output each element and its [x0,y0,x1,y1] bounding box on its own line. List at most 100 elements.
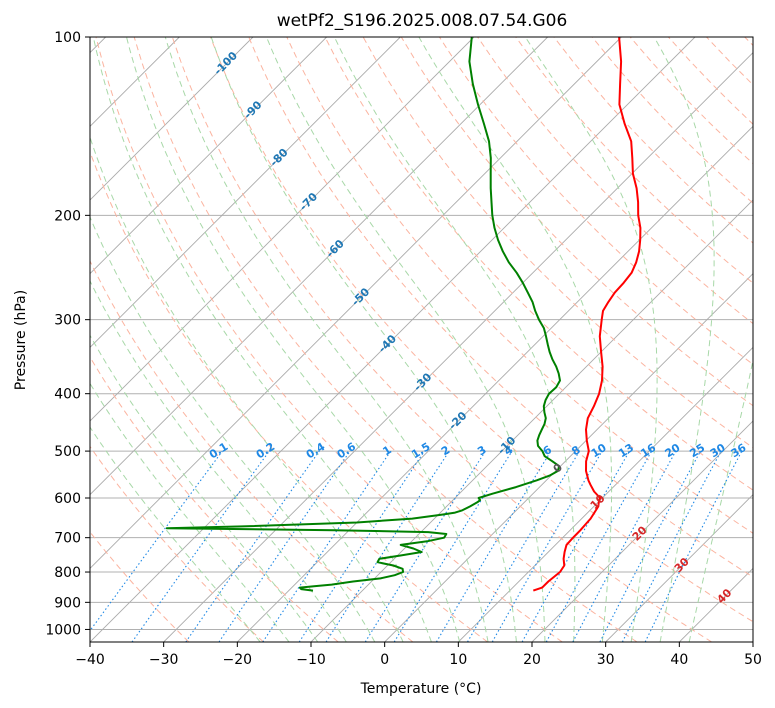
chart-title: wetPf2_S196.2025.008.07.54.G06 [277,11,568,31]
dry-adiabat-line [706,37,753,86]
mixing-ratio-line [298,450,425,642]
mixing-ratio-label: 30 [708,441,728,460]
dry-adiabat-line [210,37,753,623]
moist-adiabat-line [653,37,715,642]
y-tick-label: 800 [54,565,81,581]
isotherm-line [90,37,548,496]
isotherm-label: -20 [446,409,469,432]
x-axis-label: Temperature (°C) [360,681,482,697]
moist-adiabat-line [92,37,432,642]
mixing-ratio-label: 25 [687,441,707,460]
y-axis: 100 200 300 400 500 600 700 800 900 1000 [45,30,90,638]
mixing-ratio-line [393,450,513,642]
mixing-ratio-line [262,450,392,642]
y-tick-label: 700 [54,531,81,547]
isotherm-line [310,199,753,642]
isotherm-line [90,37,696,642]
x-tick-label: −40 [75,652,105,668]
isotherm-line [458,346,753,642]
dry-adiabat-line [248,37,753,578]
mixing-ratio-line [644,450,743,642]
moist-adiabat-line [126,37,461,642]
mixing-ratio-line [131,450,270,642]
plot-frame [89,36,754,643]
mixing-ratio-label: 36 [729,441,749,460]
y-tick-label: 300 [54,313,81,329]
moist-adiabat-line [90,279,347,642]
mixing-ratio-label: 0.1 [207,440,230,461]
dewpoint-trace [165,37,561,592]
mixing-ratio-line [545,450,653,642]
isotherm-label: -30 [411,370,434,393]
x-tick-label: −30 [149,652,179,668]
mixing-ratio-label: 20 [663,441,683,460]
dry-adiabat-line [286,37,753,534]
dry-adiabat-line [591,37,753,204]
isotherm-label: -70 [297,190,320,213]
y-tick-label: 1000 [45,622,81,638]
isotherm-label: -40 [376,332,399,355]
moist-adiabat-line [524,37,658,642]
isotherm-line [531,420,753,642]
dry-adiabat-line [668,37,753,125]
x-tick-label: 0 [380,652,389,668]
y-tick-label: 900 [54,595,81,611]
moist-adiabat-line [210,37,517,642]
mixing-ratio-label: 0.6 [335,440,359,462]
dry-adiabat-line [90,259,414,642]
mixing-ratio-line [572,450,677,642]
isotherm-line [90,37,622,569]
mixing-ratio-line [185,450,320,642]
dry-adiabat-line [171,37,712,642]
y-tick-label: 200 [54,208,81,224]
isotherm-line [90,37,401,348]
moist-adiabat-line [688,358,753,642]
isotherm-line [752,641,753,642]
isotherm-label: -80 [267,146,290,169]
mixing-ratio-line [218,450,351,642]
isotherm-label: 40 [714,586,734,606]
y-tick-label: 100 [54,30,81,46]
x-tick-label: −20 [223,652,253,668]
isotherm-label: -60 [324,237,347,260]
mixing-ratio-label: 0.4 [304,440,328,462]
moist-adiabat-line [266,37,546,642]
isotherm-line [605,494,753,642]
x-axis: −40 −30 −20 −10 0 10 20 30 40 50 [75,642,762,668]
isotherm-line [679,567,753,642]
isotherm-line [237,125,753,642]
x-tick-label: 40 [670,652,688,668]
moist-adiabat-line [90,135,404,642]
moist-adiabat-line [90,382,290,642]
moist-adiabat-line [333,37,576,642]
isotherm-label: -100 [211,49,240,78]
mixing-ratio-label: 6 [541,443,555,458]
moist-adiabat-line [90,215,376,642]
mixing-ratio-label: 13 [616,441,636,460]
dry-adiabat-line [90,356,339,642]
x-tick-label: 10 [449,652,467,668]
y-tick-label: 600 [54,491,81,507]
mixing-ratio-label: 10 [589,441,609,460]
dry-adiabat-line [553,37,753,244]
mixing-ratio-line [325,450,450,642]
x-tick-label: 30 [597,652,615,668]
isotherm-line [90,37,327,275]
moist-adiabat-line [164,37,489,642]
mixing-ratio-label: 16 [638,441,658,460]
temperature-trace [532,37,642,592]
x-tick-label: 50 [744,652,762,668]
dry-adiabat-line [95,37,563,642]
dry-adiabat-line [324,37,753,491]
isotherm-line [90,37,254,201]
dry-adiabat-line [90,150,488,642]
x-tick-label: −10 [296,652,326,668]
mixing-ratio-line [435,450,552,642]
mixing-ratio-label: 1.5 [409,440,432,461]
mixing-ratio-line [599,450,701,642]
isotherm-label: -90 [241,98,264,121]
y-axis-label: Pressure (hPa) [13,290,29,390]
y-tick-label: 500 [54,444,81,460]
x-tick-label: 20 [523,652,541,668]
